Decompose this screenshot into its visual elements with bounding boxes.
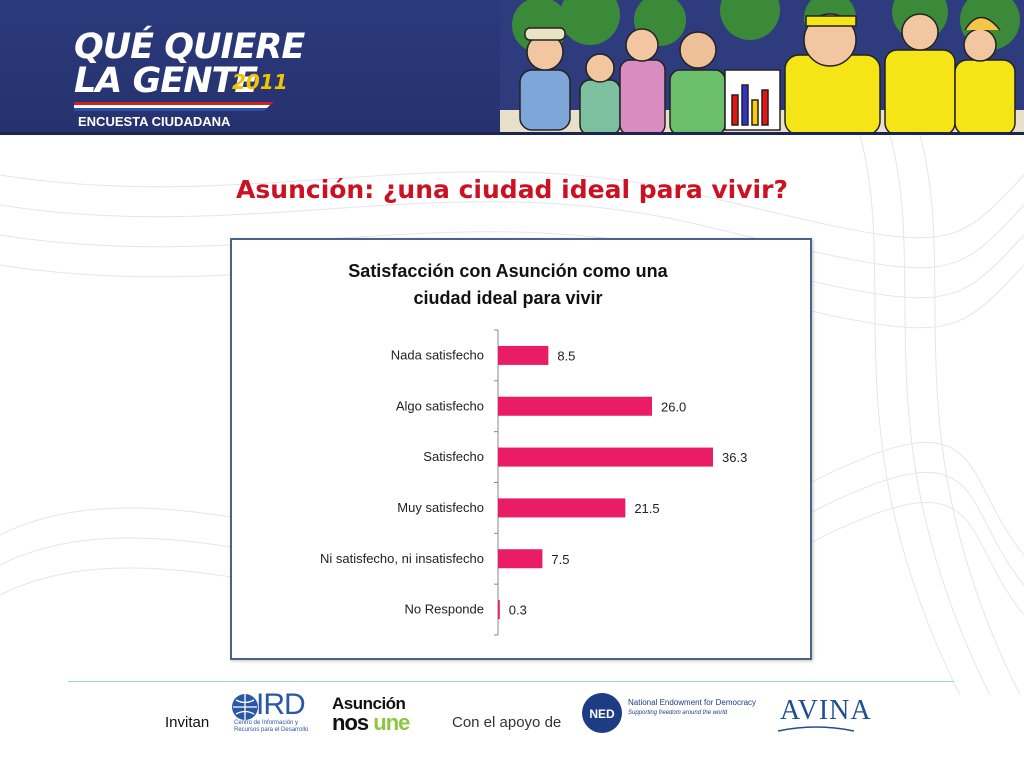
brand-line2: LA GENTE — [74, 61, 258, 101]
ned-logo: NED National Endowment for Democracy Sup… — [580, 690, 765, 736]
brand-year: 2011 — [232, 70, 288, 94]
chart-title: Satisfacción con Asunción como una ciuda… — [232, 258, 784, 312]
asuncion-nos-une-logo: Asunción nos une — [332, 694, 416, 736]
bar-6 — [498, 600, 500, 620]
ird-logo-text: IRD — [256, 688, 306, 721]
category-label: No Responde — [405, 602, 485, 617]
avina-logo: AVINA — [776, 693, 871, 733]
header-divider — [0, 132, 1024, 135]
category-label: Algo satisfecho — [396, 398, 484, 413]
header-banner: QUÉ QUIERE LA GENTE 2011 ENCUESTA CIUDAD… — [0, 0, 1024, 135]
flag-stripes-icon — [74, 102, 274, 111]
category-label: Muy satisfecho — [397, 500, 484, 515]
asuncion-logo-une: une — [373, 710, 410, 735]
data-label: 36.3 — [722, 450, 747, 465]
ned-logo-subtitle: Supporting freedom around the world — [628, 710, 728, 716]
data-label: 21.5 — [634, 501, 659, 516]
footer-divider — [68, 681, 954, 682]
ned-badge-text: NED — [589, 707, 615, 721]
brand-subtitle: ENCUESTA CIUDADANA — [78, 114, 231, 129]
bar-3 — [498, 447, 713, 467]
avina-logo-text: AVINA — [780, 695, 872, 726]
bar-2 — [498, 396, 652, 416]
category-label: Ni satisfecho, ni insatisfecho — [320, 551, 484, 566]
data-label: 26.0 — [661, 399, 686, 414]
invitan-label: Invitan — [165, 714, 210, 731]
bar-1 — [498, 345, 549, 365]
ned-badge-icon: NED — [582, 693, 622, 733]
asuncion-logo-line1: Asunción — [332, 694, 406, 713]
data-label: 7.5 — [551, 552, 569, 567]
bar-5 — [498, 549, 543, 569]
category-label: Nada satisfecho — [391, 347, 484, 362]
data-label: 8.5 — [557, 348, 575, 363]
globe-icon — [232, 694, 258, 720]
data-label: 0.3 — [509, 603, 527, 618]
asuncion-logo-line2: nos une — [332, 710, 410, 736]
ned-logo-text: National Endowment for Democracy — [628, 698, 757, 707]
category-label: Satisfecho — [423, 449, 484, 464]
apoyo-label: Con el apoyo de — [452, 714, 562, 731]
bar-chart: Nada satisfecho 8.5 Algo satisfecho 26.0 Sat… — [320, 329, 747, 636]
asuncion-logo-nos: nos — [332, 710, 369, 735]
chart-frame: Satisfacción con Asunción como una ciuda… — [230, 238, 812, 660]
cartoon-crowd-illustration — [500, 0, 1024, 135]
page-title: Asunción: ¿una ciudad ideal para vivir? — [236, 175, 788, 204]
brand-logo: QUÉ QUIERE LA GENTE 2011 ENCUESTA CIUDAD… — [74, 27, 305, 129]
ird-logo: IRD Centro de Información y Recursos par… — [228, 688, 314, 736]
avina-swoosh-icon — [777, 726, 855, 732]
chart-title-line2: ciudad ideal para vivir — [413, 288, 603, 308]
bar-4 — [498, 498, 626, 518]
chart-title-line1: Satisfacción con Asunción como una — [348, 261, 668, 281]
ird-logo-subtitle: Centro de Información y Recursos para el… — [234, 720, 309, 733]
brand-line1: QUÉ QUIERE — [74, 27, 305, 67]
